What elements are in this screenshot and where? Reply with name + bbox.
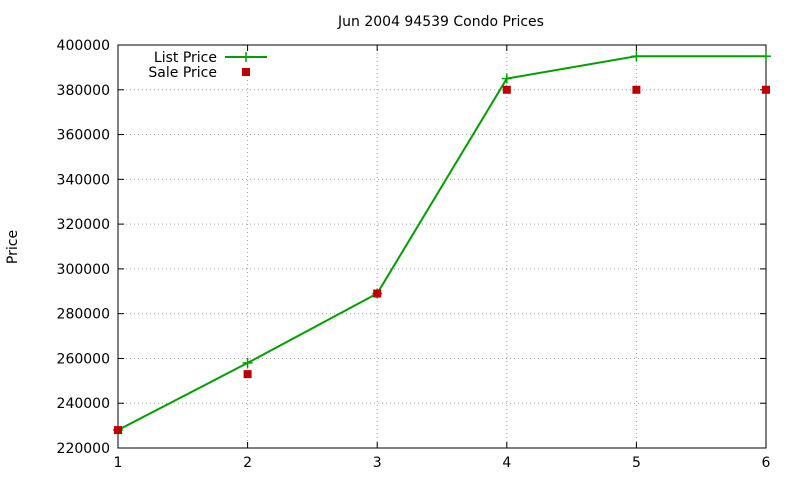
data-point-sale-price xyxy=(243,370,252,379)
data-point-sale-price xyxy=(502,85,511,94)
x-tick-label: 2 xyxy=(243,455,252,471)
data-point-sale-price xyxy=(632,85,641,94)
chart-title: Jun 2004 94539 Condo Prices xyxy=(337,14,544,30)
series-sale-price xyxy=(114,85,770,435)
y-axis-label: Price xyxy=(5,230,21,264)
series-line-list-price xyxy=(117,55,766,431)
data-point-list-price xyxy=(761,51,771,62)
series-group xyxy=(113,51,771,436)
x-tick-label: 6 xyxy=(762,455,771,471)
x-tick-label: 5 xyxy=(632,455,641,471)
data-point-sale-price xyxy=(373,289,382,298)
legend-swatch-marker-list-price xyxy=(241,52,251,62)
y-tick-label: 360000 xyxy=(57,128,110,144)
y-tick-label: 280000 xyxy=(57,307,110,323)
x-tick-label: 4 xyxy=(502,455,511,471)
legend-label-sale-price: Sale Price xyxy=(148,65,217,81)
y-tick-label: 380000 xyxy=(57,83,110,99)
y-tick-label: 260000 xyxy=(57,351,110,367)
legend-label-list-price: List Price xyxy=(154,50,217,66)
data-point-sale-price xyxy=(114,426,122,435)
y-tick-label: 320000 xyxy=(57,217,110,233)
y-tick-label: 240000 xyxy=(57,396,110,412)
axis-ticks: 2200002400002600002800003000003200003400… xyxy=(57,38,771,471)
series-list-price xyxy=(113,51,771,436)
grid xyxy=(118,45,766,448)
plot-frame xyxy=(117,44,767,449)
y-tick-label: 220000 xyxy=(57,441,110,457)
y-tick-label: 400000 xyxy=(57,38,110,54)
x-tick-label: 3 xyxy=(373,455,382,471)
legend-swatch-marker-sale-price xyxy=(242,68,250,76)
data-point-list-price xyxy=(501,73,512,84)
data-point-list-price xyxy=(631,51,642,62)
data-point-sale-price xyxy=(762,85,770,94)
y-tick-label: 340000 xyxy=(57,172,110,188)
x-tick-label: 1 xyxy=(114,455,123,471)
y-tick-label: 300000 xyxy=(57,262,110,278)
data-point-list-price xyxy=(242,357,253,368)
